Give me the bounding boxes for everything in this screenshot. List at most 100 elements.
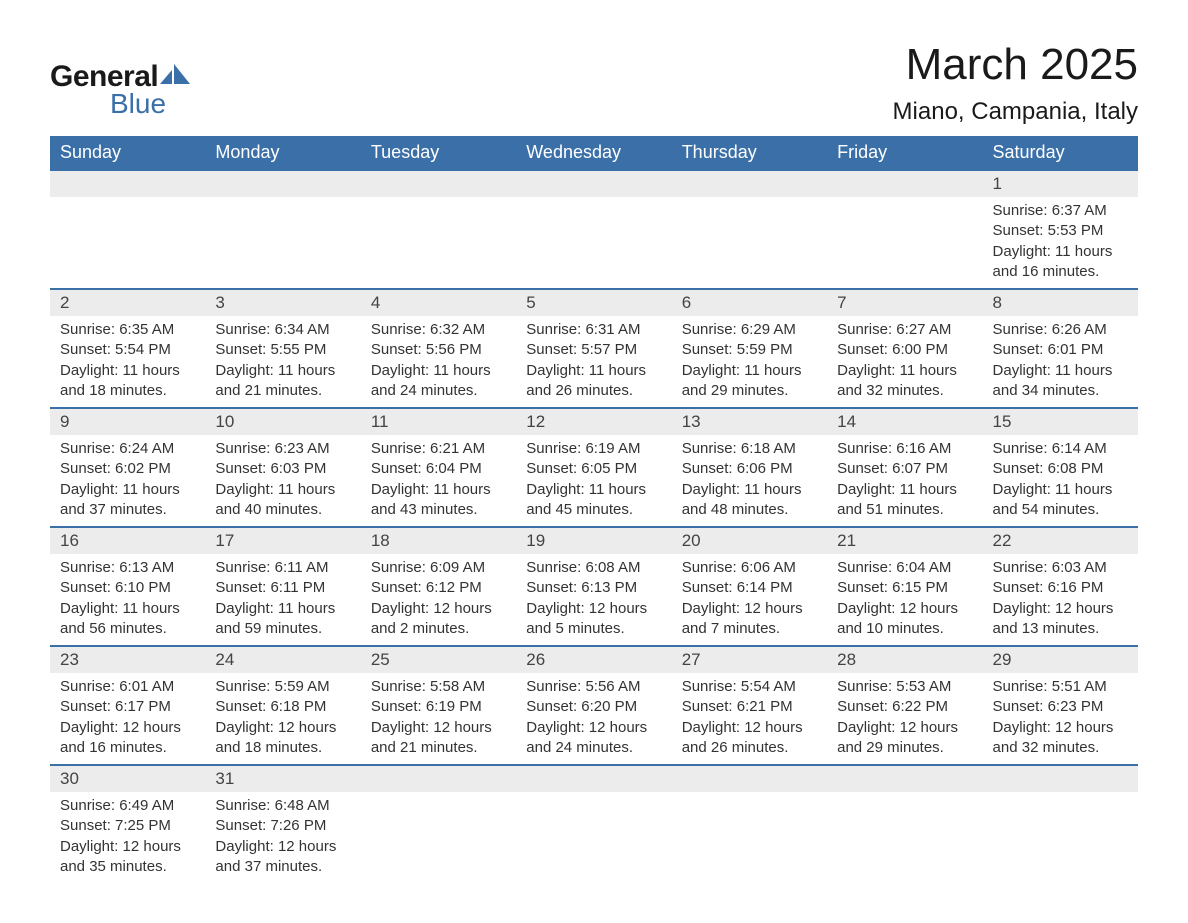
day-data-cell [205, 197, 360, 289]
weekday-header: Friday [827, 136, 982, 170]
daylight-text-1: Daylight: 12 hours [993, 599, 1128, 619]
daylight-text-1: Daylight: 11 hours [215, 480, 350, 500]
sunrise-text: Sunrise: 6:16 AM [837, 439, 972, 459]
sunrise-text: Sunrise: 6:27 AM [837, 320, 972, 340]
daylight-text-1: Daylight: 12 hours [215, 837, 350, 857]
daylight-text-2: and 16 minutes. [60, 738, 195, 758]
daylight-text-1: Daylight: 11 hours [993, 242, 1128, 262]
daylight-text-1: Daylight: 11 hours [993, 361, 1128, 381]
day-data-cell: Sunrise: 5:56 AMSunset: 6:20 PMDaylight:… [516, 673, 671, 765]
sunrise-text: Sunrise: 5:53 AM [837, 677, 972, 697]
sunset-text: Sunset: 6:03 PM [215, 459, 350, 479]
day-data-cell: Sunrise: 6:08 AMSunset: 6:13 PMDaylight:… [516, 554, 671, 646]
day-number-row: 9101112131415 [50, 408, 1138, 435]
sunset-text: Sunset: 6:08 PM [993, 459, 1128, 479]
day-data-cell: Sunrise: 6:18 AMSunset: 6:06 PMDaylight:… [672, 435, 827, 527]
day-number-cell: 14 [827, 408, 982, 435]
sunset-text: Sunset: 6:13 PM [526, 578, 661, 598]
daylight-text-1: Daylight: 12 hours [837, 718, 972, 738]
day-number-cell: 5 [516, 289, 671, 316]
sunrise-text: Sunrise: 6:08 AM [526, 558, 661, 578]
sunrise-text: Sunrise: 6:13 AM [60, 558, 195, 578]
sunrise-text: Sunrise: 6:11 AM [215, 558, 350, 578]
day-data-cell: Sunrise: 6:34 AMSunset: 5:55 PMDaylight:… [205, 316, 360, 408]
day-data-row: Sunrise: 6:01 AMSunset: 6:17 PMDaylight:… [50, 673, 1138, 765]
day-data-cell [516, 197, 671, 289]
sunrise-text: Sunrise: 6:48 AM [215, 796, 350, 816]
day-data-row: Sunrise: 6:24 AMSunset: 6:02 PMDaylight:… [50, 435, 1138, 527]
daylight-text-1: Daylight: 12 hours [993, 718, 1128, 738]
day-data-cell [827, 197, 982, 289]
calendar-table: Sunday Monday Tuesday Wednesday Thursday… [50, 136, 1138, 883]
day-data-cell: Sunrise: 6:01 AMSunset: 6:17 PMDaylight:… [50, 673, 205, 765]
sunset-text: Sunset: 6:23 PM [993, 697, 1128, 717]
sunrise-text: Sunrise: 6:49 AM [60, 796, 195, 816]
location-subtitle: Miano, Campania, Italy [893, 98, 1138, 126]
day-number-row: 16171819202122 [50, 527, 1138, 554]
daylight-text-2: and 24 minutes. [526, 738, 661, 758]
day-data-cell: Sunrise: 5:54 AMSunset: 6:21 PMDaylight:… [672, 673, 827, 765]
day-number-cell [516, 765, 671, 792]
day-data-cell: Sunrise: 6:24 AMSunset: 6:02 PMDaylight:… [50, 435, 205, 527]
sunset-text: Sunset: 6:01 PM [993, 340, 1128, 360]
daylight-text-1: Daylight: 12 hours [215, 718, 350, 738]
day-data-cell: Sunrise: 5:59 AMSunset: 6:18 PMDaylight:… [205, 673, 360, 765]
day-number-cell: 24 [205, 646, 360, 673]
sunset-text: Sunset: 6:00 PM [837, 340, 972, 360]
daylight-text-1: Daylight: 12 hours [837, 599, 972, 619]
day-number-row: 1 [50, 170, 1138, 197]
day-number-cell: 15 [983, 408, 1138, 435]
sunset-text: Sunset: 6:11 PM [215, 578, 350, 598]
sunset-text: Sunset: 6:22 PM [837, 697, 972, 717]
day-number-cell: 19 [516, 527, 671, 554]
day-number-cell [827, 765, 982, 792]
sunset-text: Sunset: 5:57 PM [526, 340, 661, 360]
sunset-text: Sunset: 6:21 PM [682, 697, 817, 717]
sunset-text: Sunset: 6:02 PM [60, 459, 195, 479]
day-data-cell: Sunrise: 5:51 AMSunset: 6:23 PMDaylight:… [983, 673, 1138, 765]
day-number-row: 3031 [50, 765, 1138, 792]
daylight-text-2: and 59 minutes. [215, 619, 350, 639]
day-number-cell: 28 [827, 646, 982, 673]
logo: General Blue [50, 40, 190, 120]
sunrise-text: Sunrise: 6:14 AM [993, 439, 1128, 459]
day-number-cell: 31 [205, 765, 360, 792]
sunset-text: Sunset: 6:07 PM [837, 459, 972, 479]
month-title: March 2025 [893, 40, 1138, 90]
day-data-cell: Sunrise: 6:26 AMSunset: 6:01 PMDaylight:… [983, 316, 1138, 408]
day-number-cell: 26 [516, 646, 671, 673]
sunset-text: Sunset: 7:25 PM [60, 816, 195, 836]
day-data-cell: Sunrise: 6:13 AMSunset: 6:10 PMDaylight:… [50, 554, 205, 646]
weekday-header: Tuesday [361, 136, 516, 170]
sunset-text: Sunset: 6:14 PM [682, 578, 817, 598]
day-data-cell: Sunrise: 6:04 AMSunset: 6:15 PMDaylight:… [827, 554, 982, 646]
daylight-text-2: and 56 minutes. [60, 619, 195, 639]
sunset-text: Sunset: 5:55 PM [215, 340, 350, 360]
day-data-row: Sunrise: 6:35 AMSunset: 5:54 PMDaylight:… [50, 316, 1138, 408]
sunrise-text: Sunrise: 6:19 AM [526, 439, 661, 459]
sunset-text: Sunset: 5:56 PM [371, 340, 506, 360]
daylight-text-2: and 34 minutes. [993, 381, 1128, 401]
sunset-text: Sunset: 6:19 PM [371, 697, 506, 717]
daylight-text-1: Daylight: 11 hours [60, 361, 195, 381]
daylight-text-2: and 21 minutes. [371, 738, 506, 758]
day-data-cell: Sunrise: 6:35 AMSunset: 5:54 PMDaylight:… [50, 316, 205, 408]
day-data-cell: Sunrise: 6:23 AMSunset: 6:03 PMDaylight:… [205, 435, 360, 527]
day-number-cell [983, 765, 1138, 792]
daylight-text-1: Daylight: 11 hours [60, 599, 195, 619]
day-number-cell: 30 [50, 765, 205, 792]
day-number-cell: 1 [983, 170, 1138, 197]
daylight-text-2: and 29 minutes. [682, 381, 817, 401]
day-data-cell [361, 197, 516, 289]
day-data-cell: Sunrise: 6:32 AMSunset: 5:56 PMDaylight:… [361, 316, 516, 408]
day-data-cell: Sunrise: 6:09 AMSunset: 6:12 PMDaylight:… [361, 554, 516, 646]
sunrise-text: Sunrise: 6:34 AM [215, 320, 350, 340]
sunrise-text: Sunrise: 6:21 AM [371, 439, 506, 459]
day-number-cell: 7 [827, 289, 982, 316]
sunrise-text: Sunrise: 5:56 AM [526, 677, 661, 697]
day-number-cell [827, 170, 982, 197]
daylight-text-2: and 10 minutes. [837, 619, 972, 639]
day-number-row: 23242526272829 [50, 646, 1138, 673]
daylight-text-1: Daylight: 12 hours [526, 718, 661, 738]
daylight-text-1: Daylight: 12 hours [60, 718, 195, 738]
